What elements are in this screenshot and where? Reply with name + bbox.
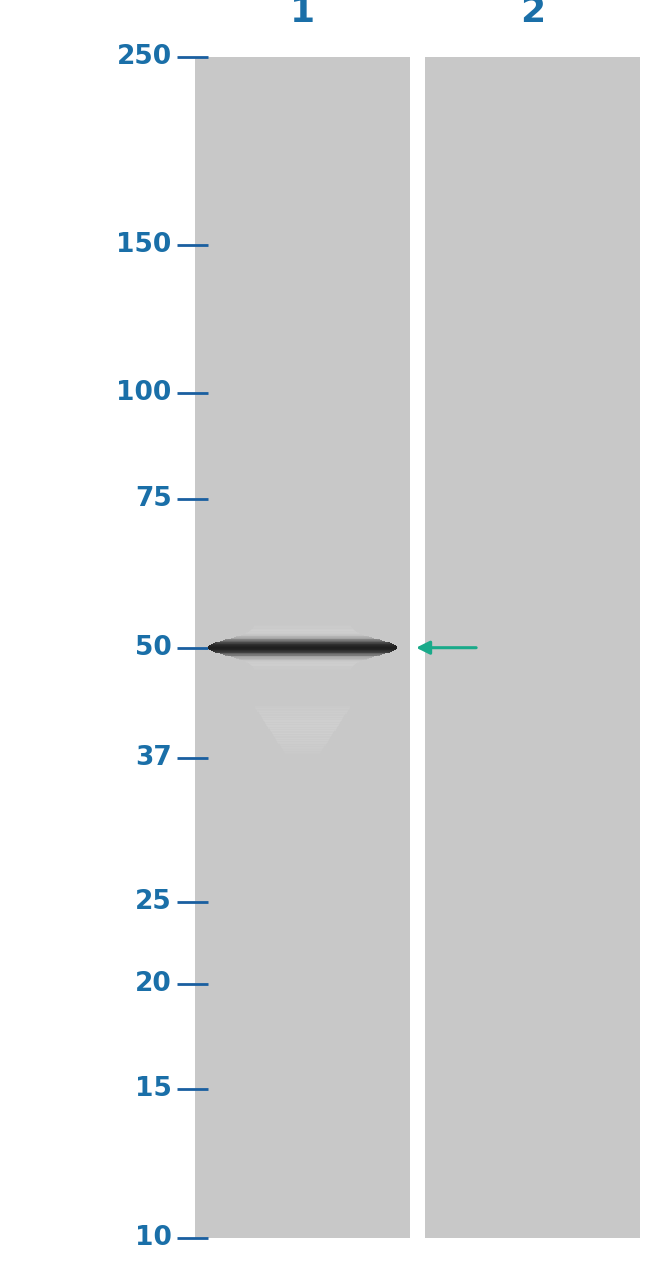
Bar	[272, 732, 333, 734]
Bar	[264, 720, 341, 723]
Text: 50: 50	[135, 635, 172, 660]
Text: 75: 75	[135, 486, 172, 512]
Text: 25: 25	[135, 889, 172, 916]
Text: 100: 100	[116, 380, 172, 406]
Text: 1: 1	[290, 0, 315, 29]
Text: 250: 250	[116, 44, 172, 70]
Bar	[261, 715, 345, 718]
Bar	[273, 733, 332, 735]
Bar	[257, 710, 348, 712]
Bar	[266, 723, 339, 725]
Text: 2: 2	[520, 0, 545, 29]
Bar	[274, 735, 331, 738]
Bar	[262, 716, 343, 719]
Bar	[281, 745, 324, 748]
Bar	[285, 752, 320, 754]
Bar	[268, 726, 337, 729]
Bar	[281, 747, 323, 749]
Bar	[259, 712, 345, 715]
Bar	[425, 57, 640, 1238]
Text: 20: 20	[135, 970, 172, 997]
Text: 37: 37	[135, 745, 172, 771]
Bar	[195, 57, 410, 1238]
Bar	[276, 738, 329, 740]
Bar	[283, 748, 322, 751]
Bar	[280, 743, 326, 745]
Bar	[256, 707, 349, 710]
Bar	[270, 728, 335, 730]
Bar	[270, 730, 334, 733]
Bar	[267, 725, 338, 728]
Bar	[284, 751, 321, 753]
Bar	[278, 740, 328, 743]
Bar	[255, 706, 350, 709]
Bar	[278, 742, 327, 744]
Bar	[287, 756, 318, 758]
Text: 15: 15	[135, 1077, 172, 1102]
Bar	[275, 737, 330, 739]
Bar	[265, 721, 340, 724]
Text: 150: 150	[116, 231, 172, 258]
Bar	[263, 718, 342, 720]
Bar	[286, 753, 319, 756]
Text: 10: 10	[135, 1226, 172, 1251]
Bar	[259, 711, 346, 714]
